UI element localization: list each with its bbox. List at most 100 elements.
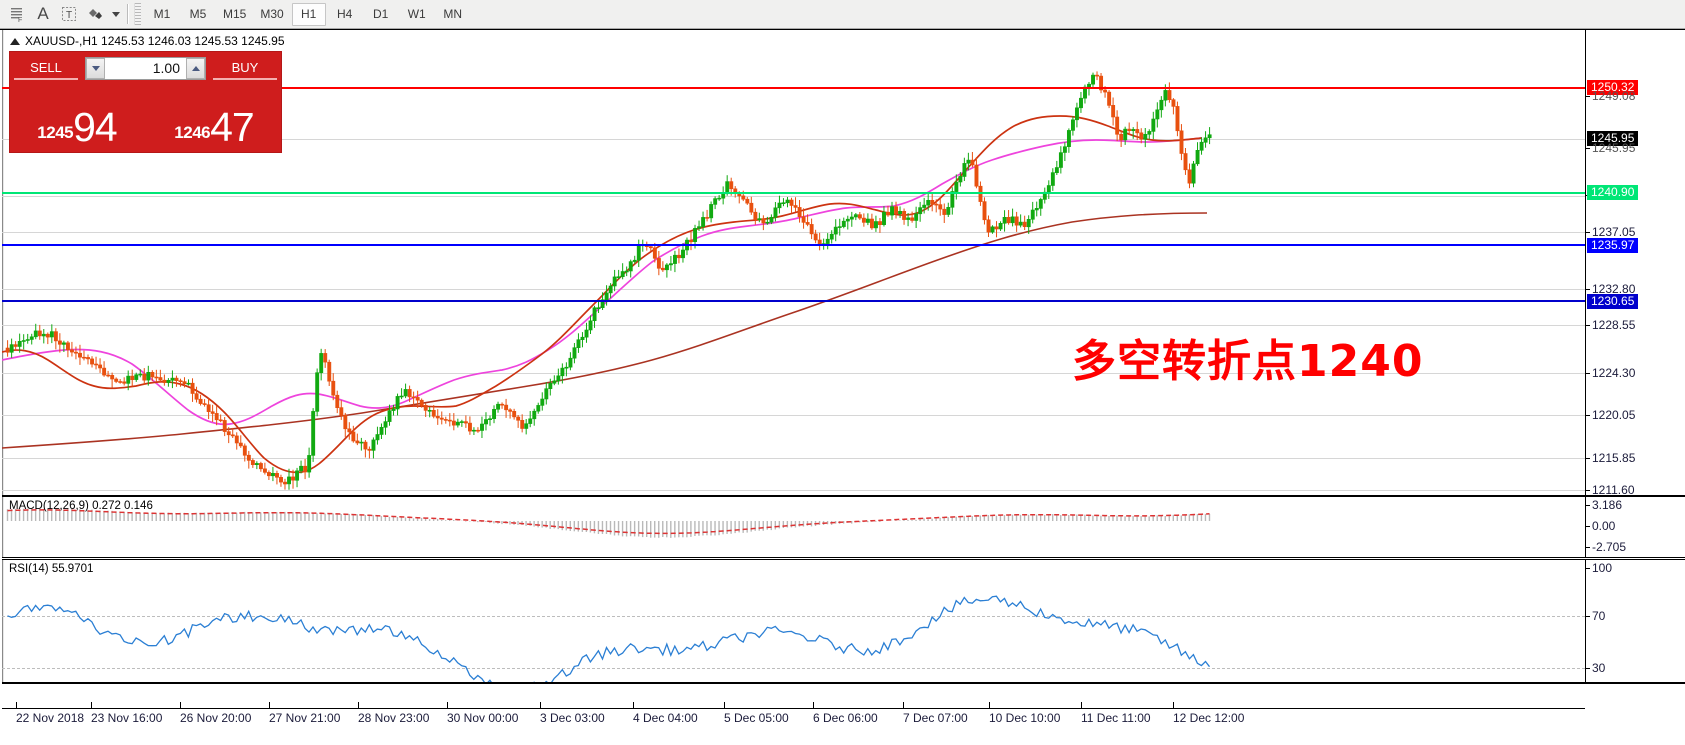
price-tick-1237-05: 1237.05 xyxy=(1586,226,1635,239)
oct-controls-row: SELL 1.00 BUY xyxy=(10,52,281,81)
time-tick xyxy=(989,702,990,708)
timeframe-w1[interactable]: W1 xyxy=(407,7,426,21)
time-axis-label: 6 Dec 06:00 xyxy=(813,711,878,725)
gridline-1211 xyxy=(2,490,1685,491)
rsi-tick-70: 70 xyxy=(1586,610,1605,623)
time-tick xyxy=(447,702,448,708)
price-tick-1211-60: 1211.60 xyxy=(1586,484,1635,497)
price-pane[interactable]: 多空转折点1240 XAUUSD-,H1 1245.53 1246.03 124… xyxy=(2,30,1685,497)
price-tick-1232-80: 1232.80 xyxy=(1586,283,1635,296)
buy-price-integer: 1246 xyxy=(174,123,211,142)
time-tick xyxy=(16,702,17,708)
collapse-triangle-icon[interactable] xyxy=(10,37,20,45)
price-tick-1228-55: 1228.55 xyxy=(1586,319,1635,332)
time-axis-label: 12 Dec 12:00 xyxy=(1173,711,1245,725)
level-line-1250-32[interactable] xyxy=(2,87,1685,89)
axis-baseline xyxy=(2,708,1585,709)
rsi-series xyxy=(7,595,1211,682)
rsi-tick-100: 100 xyxy=(1586,562,1612,575)
toolbar-grip[interactable] xyxy=(134,3,141,25)
gridline-1224 xyxy=(2,373,1685,374)
buy-button[interactable]: BUY xyxy=(213,57,277,80)
rsi-scrollbar xyxy=(2,560,4,682)
chart-annotation-text[interactable]: 多空转折点1240 xyxy=(1072,336,1424,387)
data-window-icon[interactable]: F xyxy=(4,2,30,26)
text-label-icon[interactable]: A xyxy=(37,4,49,23)
text-box-icon[interactable]: T xyxy=(56,2,82,26)
macd-tick-min: -2.705 xyxy=(1586,541,1626,554)
time-tick xyxy=(1081,702,1082,708)
one-click-trading-panel[interactable]: SELL 1.00 BUY 1245 94 1 xyxy=(10,52,281,152)
sell-price-integer: 1245 xyxy=(37,123,74,142)
volume-decrement-button[interactable] xyxy=(86,57,105,79)
objects-shapes-icon[interactable] xyxy=(82,2,108,26)
timeframe-h4[interactable]: H4 xyxy=(337,7,353,21)
rsi-plot[interactable] xyxy=(2,560,1685,682)
volume-increment-button[interactable] xyxy=(186,57,205,79)
time-axis-label: 7 Dec 07:00 xyxy=(903,711,968,725)
price-tag-1235-97: 1235.97 xyxy=(1587,238,1639,253)
timeframe-mn[interactable]: MN xyxy=(443,7,463,21)
time-tick xyxy=(813,702,814,708)
time-axis-label: 26 Nov 20:00 xyxy=(180,711,252,725)
rsi-pane[interactable]: RSI(14) 55.9701 100 70 30 xyxy=(2,559,1685,683)
timeframe-d1[interactable]: D1 xyxy=(373,7,389,21)
gridline-1220 xyxy=(2,415,1685,416)
sell-quote[interactable]: 1245 94 xyxy=(10,81,144,149)
time-axis-label: 30 Nov 00:00 xyxy=(447,711,519,725)
rsi-level-30-line xyxy=(2,668,1685,669)
time-axis-label: 3 Dec 03:00 xyxy=(540,711,605,725)
chart-scrollbar[interactable] xyxy=(2,30,4,495)
price-scale[interactable]: 1250.32 1249.08 1245.95 1245.95 1241.30 … xyxy=(1585,30,1685,497)
price-series xyxy=(2,71,1212,490)
oct-quotes-row: 1245 94 1246 47 xyxy=(10,81,281,149)
time-tick xyxy=(269,702,270,708)
time-axis-label: 27 Nov 21:00 xyxy=(269,711,341,725)
symbol-header: XAUUSD-,H1 1245.53 1246.03 1245.53 1245.… xyxy=(10,34,285,48)
price-tag-1240-90: 1240.90 xyxy=(1587,185,1639,200)
svg-text:T: T xyxy=(66,10,72,21)
gridline-1232 xyxy=(2,289,1685,290)
rsi-title: RSI(14) 55.9701 xyxy=(9,563,94,575)
level-line-1230-65[interactable] xyxy=(2,300,1685,302)
timeframe-m5[interactable]: M5 xyxy=(189,7,207,21)
timeframe-m1[interactable]: M1 xyxy=(153,7,171,21)
volume-value[interactable]: 1.00 xyxy=(152,60,180,76)
level-line-1240-90[interactable] xyxy=(2,192,1685,194)
symbol-ohlc-text: XAUUSD-,H1 1245.53 1246.03 1245.53 1245.… xyxy=(25,34,285,48)
time-axis-label: 5 Dec 05:00 xyxy=(724,711,789,725)
price-tag-1230-65: 1230.65 xyxy=(1587,294,1639,309)
buy-price-pips: 47 xyxy=(210,104,255,150)
level-line-1235-97[interactable] xyxy=(2,244,1685,246)
timeframe-m15[interactable]: M15 xyxy=(223,7,247,21)
macd-tick-max: 3.186 xyxy=(1586,499,1622,512)
timeframe-m30[interactable]: M30 xyxy=(260,7,284,21)
price-tick-1215-85: 1215.85 xyxy=(1586,452,1635,465)
time-axis-label: 22 Nov 2018 xyxy=(16,711,85,725)
macd-pane[interactable]: MACD(12,26,9) 0.272 0.146 3.186 0.00 -2.… xyxy=(2,496,1685,558)
objects-dropdown-arrow[interactable] xyxy=(108,2,122,26)
timeframe-h1[interactable]: H1 xyxy=(291,2,326,26)
time-axis-label: 11 Dec 11:00 xyxy=(1081,711,1151,725)
time-axis-label: 10 Dec 10:00 xyxy=(989,711,1061,725)
gridline-1215 xyxy=(2,458,1685,459)
sell-button[interactable]: SELL xyxy=(14,57,78,80)
price-tag-1245-95: 1245.95 xyxy=(1587,131,1639,146)
price-tick-1249-08: 1249.08 xyxy=(1586,90,1635,103)
macd-scrollbar xyxy=(2,497,4,557)
buy-quote[interactable]: 1246 47 xyxy=(147,81,281,149)
gridline-1228 xyxy=(2,325,1685,326)
volume-input[interactable]: 1.00 xyxy=(85,56,206,80)
chevron-up-icon xyxy=(191,65,200,71)
price-tick-1220-05: 1220.05 xyxy=(1586,409,1635,422)
main-toolbar: F A T M1 M5 M15 M30 H1 H4 D1 W1 MN xyxy=(0,0,1685,29)
price-tag-1250-32: 1250.32 xyxy=(1587,80,1639,95)
macd-plot[interactable] xyxy=(2,497,1685,557)
time-axis-label: 4 Dec 04:00 xyxy=(633,711,698,725)
time-tick xyxy=(633,702,634,708)
time-axis[interactable]: 22 Nov 2018 23 Nov 16:00 26 Nov 20:00 27 No… xyxy=(2,683,1685,745)
time-tick xyxy=(91,702,92,708)
time-axis-label: 28 Nov 23:00 xyxy=(358,711,430,725)
macd-series xyxy=(6,508,1211,538)
price-plot[interactable]: 多空转折点1240 xyxy=(2,30,1685,495)
